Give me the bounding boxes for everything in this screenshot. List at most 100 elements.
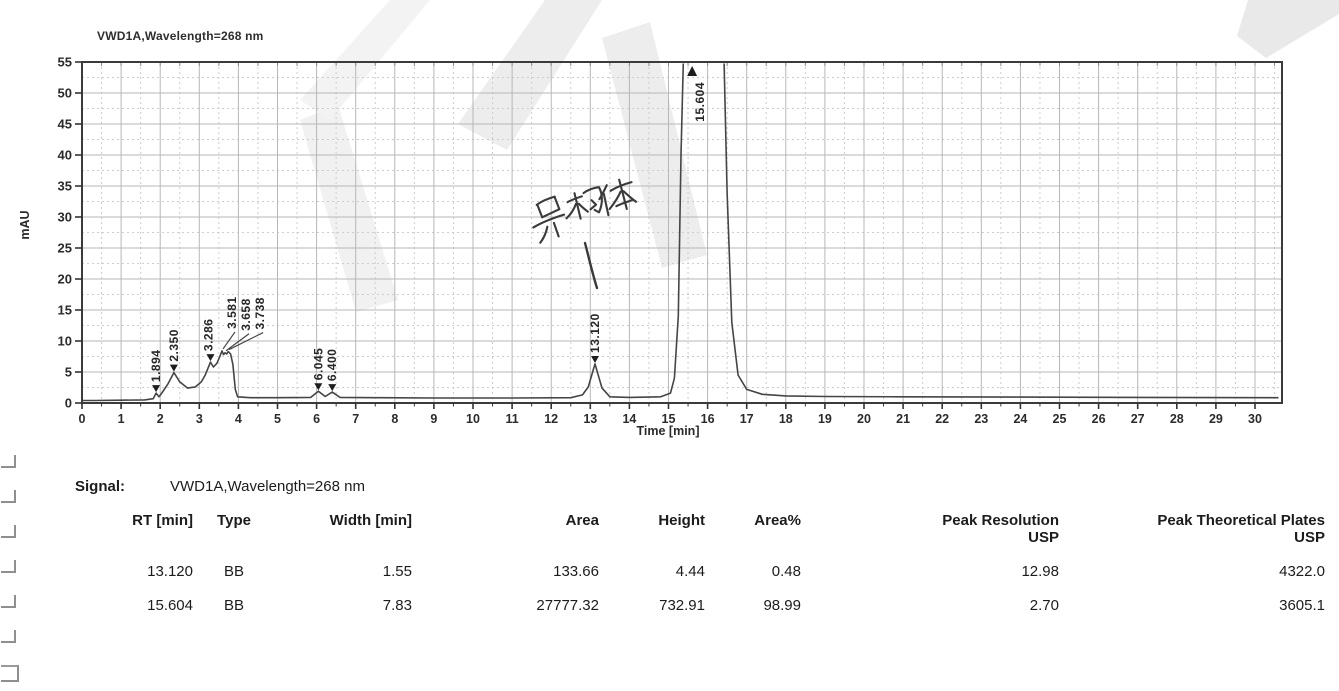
x-tick-label: 14 [622,412,636,426]
table-row-2-plates: 3605.1 [1279,597,1325,614]
column-header-area: Area [565,512,599,529]
table-row-2-type: BB [223,597,244,614]
x-tick-label: 20 [857,412,871,426]
table-row-2-resolution: 2.70 [1029,597,1059,614]
table-row-1-rt: 13.120 [147,563,193,580]
y-tick-label: 50 [58,86,72,101]
chart-title: VWD1A,Wavelength=268 nm [97,29,264,43]
peak-label: 6.045 [311,348,325,381]
y-tick-label: 35 [58,179,72,194]
table-row-2-area-pct: 98.99 [763,597,801,614]
x-tick-label: 4 [235,412,242,426]
x-tick-label: 9 [430,412,437,426]
peak-label: 2.350 [167,329,181,362]
x-axis-label: Time [min] [636,424,700,438]
peak-label: 13.120 [588,313,602,353]
column-header-area-pct: Area% [754,512,801,529]
peak-table: RT [min] Type Width [min] Area Height Ar… [75,512,1327,614]
table-row-1-area-pct: 0.48 [771,563,801,580]
x-tick-label: 25 [1053,412,1067,426]
x-tick-label: 7 [352,412,359,426]
x-tick-label: 13 [583,412,597,426]
scan-binding-mark [1,595,16,608]
x-tick-label: 3 [196,412,203,426]
x-tick-label: 29 [1209,412,1223,426]
x-tick-label: 28 [1170,412,1184,426]
plot-frame [81,61,1283,404]
x-tick-label: 11 [505,412,518,426]
y-tick-label: 20 [58,272,72,287]
peak-label: 3.286 [201,319,215,352]
signal-label: Signal: [75,478,126,495]
scan-binding-mark [1,665,19,682]
x-tick-label: 19 [818,412,832,426]
column-header-plates: Peak Theoretical Plates USP [1157,512,1325,546]
scan-binding-mark [1,455,16,468]
x-tick-label: 1 [118,412,125,426]
peak-marker-clipped [687,66,698,76]
column-header-height: Height [658,512,705,529]
peak-marker [314,383,323,391]
table-row-1-width: 1.55 [382,563,412,580]
scan-binding-mark [1,490,16,503]
table-row-1-type: BB [223,563,244,580]
y-tick-label: 55 [58,55,72,70]
x-tick-label: 17 [740,412,754,426]
scan-binding-mark [1,630,16,643]
table-row-2-rt: 15.604 [147,597,193,614]
peak-leader-line [225,333,250,352]
x-tick-label: 2 [157,412,164,426]
peak-marker [169,364,178,372]
y-tick-label: 45 [58,117,72,132]
y-tick-label: 5 [65,365,72,380]
x-tick-label: 15 [662,412,676,426]
y-tick-label: 40 [58,148,72,163]
integration-results: Signal: VWD1A,Wavelength=268 nm RT [min]… [75,478,1327,614]
peak-label: 3.581 [225,296,239,329]
peak-leader-line [228,332,264,351]
x-tick-label: 5 [274,412,281,426]
table-row-2-width: 7.83 [382,597,412,614]
peak-marker [152,385,161,393]
table-row-1-resolution: 12.98 [1021,563,1059,580]
x-tick-label: 8 [391,412,398,426]
x-tick-label: 21 [896,412,910,426]
x-tick-label: 22 [935,412,949,426]
watermark-shape [300,0,430,120]
table-row-2-height: 732.91 [659,597,705,614]
x-tick-label: 0 [79,412,86,426]
column-header-type: Type [217,512,251,529]
y-tick-label: 0 [65,396,72,411]
peak-marker [590,355,599,363]
scan-binding-mark [1,525,16,538]
isomer-annotation: 异构体 [532,178,638,290]
scan-binding-mark [1,560,16,573]
y-tick-label: 10 [58,334,72,349]
table-row-1-plates: 4322.0 [1279,563,1325,580]
x-tick-label: 26 [1092,412,1106,426]
column-header-resolution: Peak Resolution USP [942,512,1059,546]
peak-marker [206,354,215,362]
watermark-shape [300,105,398,312]
chromatogram-plot: 0 1 2 3 4 5 6 7 8 9 10 11 12 13 14 15 16 17 18 19 20 21 22 23 24… [58,55,1283,426]
watermark-shape [1237,0,1339,58]
scan-binding-marks [1,455,19,691]
x-tick-label: 6 [313,412,320,426]
peak-label: 6.400 [325,349,339,382]
peak-label: 3.658 [239,298,253,331]
x-tick-label: 23 [974,412,988,426]
x-tick-label: 18 [779,412,793,426]
signal-row: Signal: VWD1A,Wavelength=268 nm [75,478,1327,495]
handwritten-strokes [532,178,638,244]
peak-label: 3.738 [253,297,267,330]
y-axis-label: mAU [18,210,32,240]
x-tick-label: 12 [544,412,558,426]
chromatogram-trace [83,63,1279,402]
table-row-2-area: 27777.32 [536,597,599,614]
y-tick-label: 25 [58,241,72,256]
peak-marker [328,384,337,392]
x-tick-label: 27 [1131,412,1145,426]
signal-value: VWD1A,Wavelength=268 nm [170,478,365,495]
annotation-pointer-line [583,241,599,290]
y-tick-label: 15 [58,303,72,318]
